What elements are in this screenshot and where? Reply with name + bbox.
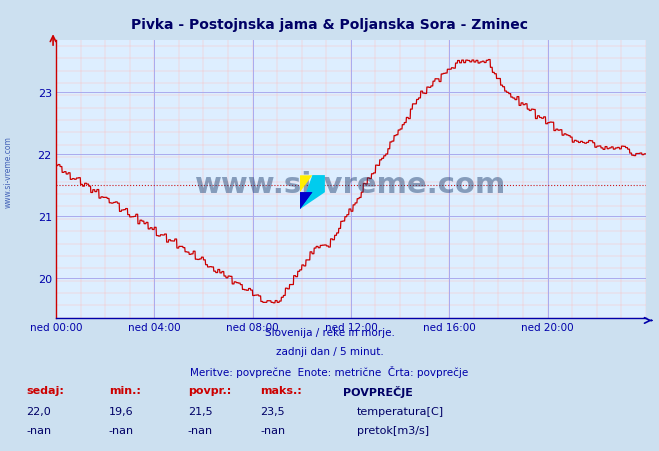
Polygon shape (300, 176, 325, 210)
Text: www.si-vreme.com: www.si-vreme.com (195, 171, 507, 199)
Text: zadnji dan / 5 minut.: zadnji dan / 5 minut. (275, 346, 384, 356)
Polygon shape (300, 193, 312, 210)
Text: 23,5: 23,5 (260, 406, 285, 416)
Text: maks.:: maks.: (260, 386, 302, 396)
Text: Pivka - Postojnska jama & Poljanska Sora - Zminec: Pivka - Postojnska jama & Poljanska Sora… (131, 18, 528, 32)
Polygon shape (300, 176, 312, 193)
Text: Slovenija / reke in morje.: Slovenija / reke in morje. (264, 327, 395, 337)
Polygon shape (312, 176, 325, 193)
Text: 21,5: 21,5 (188, 406, 212, 416)
Text: -nan: -nan (26, 425, 51, 435)
Text: -nan: -nan (109, 425, 134, 435)
Text: pretok[m3/s]: pretok[m3/s] (357, 425, 429, 435)
Text: POVPREČJE: POVPREČJE (343, 386, 413, 398)
Polygon shape (300, 193, 312, 210)
Text: Meritve: povprečne  Enote: metrične  Črta: povprečje: Meritve: povprečne Enote: metrične Črta:… (190, 365, 469, 377)
Text: www.si-vreme.com: www.si-vreme.com (3, 135, 13, 207)
Text: povpr.:: povpr.: (188, 386, 231, 396)
Text: sedaj:: sedaj: (26, 386, 64, 396)
Text: 22,0: 22,0 (26, 406, 51, 416)
Text: temperatura[C]: temperatura[C] (357, 406, 444, 416)
Text: -nan: -nan (260, 425, 285, 435)
Text: 19,6: 19,6 (109, 406, 133, 416)
Text: min.:: min.: (109, 386, 140, 396)
Text: -nan: -nan (188, 425, 213, 435)
